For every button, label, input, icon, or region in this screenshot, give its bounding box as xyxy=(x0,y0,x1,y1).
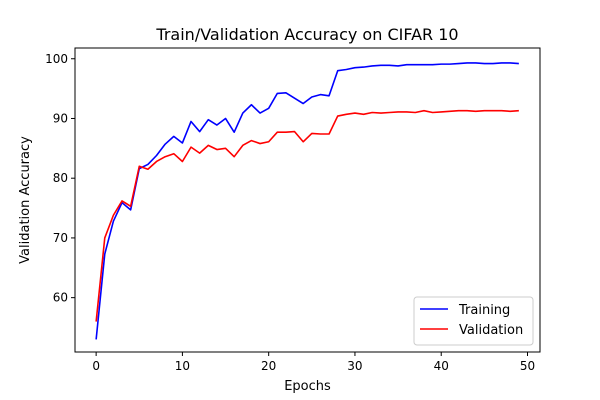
y-tick-label: 90 xyxy=(53,111,68,125)
chart-title: Train/Validation Accuracy on CIFAR 10 xyxy=(155,25,458,44)
x-tick-label: 30 xyxy=(347,359,362,373)
y-tick-label: 80 xyxy=(53,171,68,185)
y-tick-label: 60 xyxy=(53,291,68,305)
y-axis: 60 70 80 90 100 xyxy=(45,52,75,305)
x-tick-label: 40 xyxy=(434,359,449,373)
x-tick-label: 50 xyxy=(520,359,535,373)
plot-frame xyxy=(74,47,541,353)
series-line-training xyxy=(95,62,519,340)
legend-label-validation: Validation xyxy=(459,323,523,338)
x-tick-label: 10 xyxy=(175,359,190,373)
x-tick-label: 20 xyxy=(261,359,276,373)
y-tick-label: 100 xyxy=(45,52,68,66)
x-tick-label: 0 xyxy=(92,359,100,373)
legend-label-training: Training xyxy=(458,303,510,318)
y-axis-label: Validation Accuracy xyxy=(18,136,33,264)
y-tick-label: 70 xyxy=(53,231,68,245)
legend: Training Validation xyxy=(413,296,534,346)
series-line-validation xyxy=(95,109,519,322)
x-axis-label: Epochs xyxy=(284,379,331,394)
x-axis: 0 10 20 30 40 50 xyxy=(92,352,535,373)
series-layer xyxy=(95,62,519,340)
